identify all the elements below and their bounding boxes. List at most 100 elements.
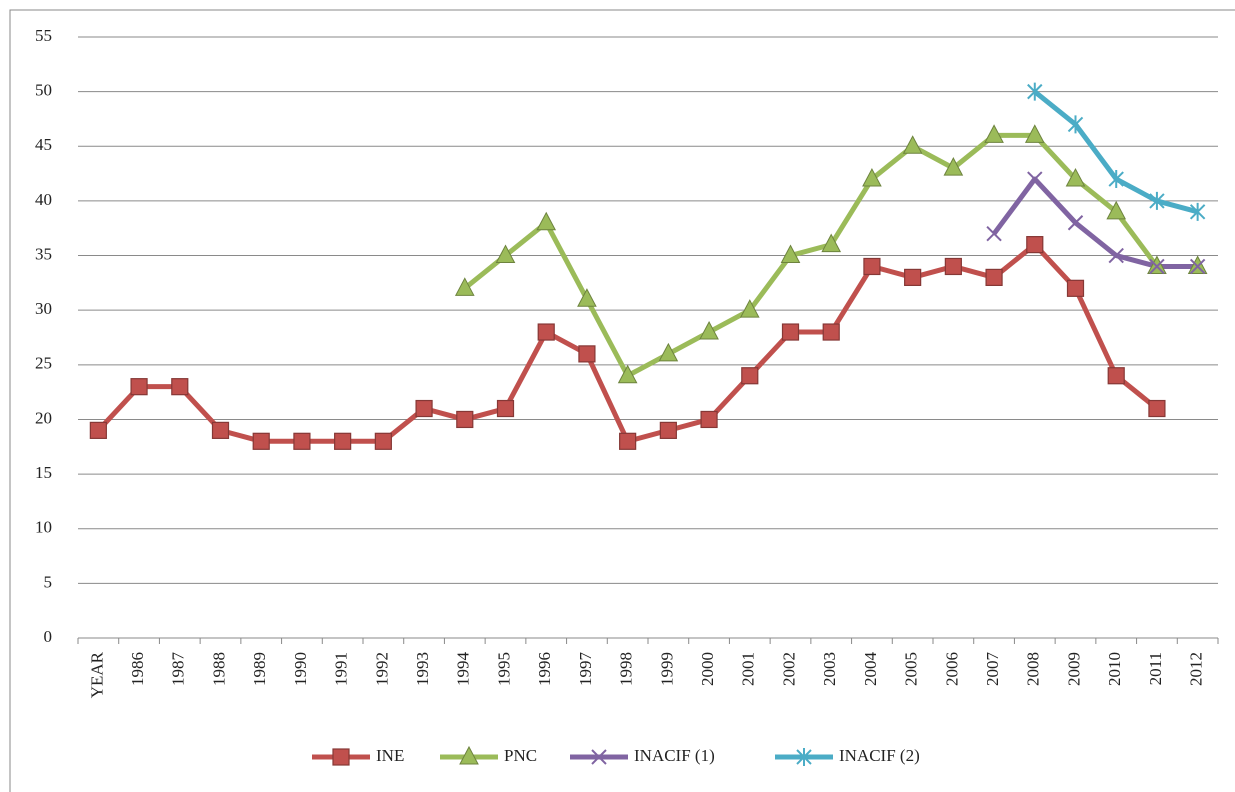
data-point xyxy=(1066,279,1085,297)
x-tick-label: 1998 xyxy=(617,652,636,686)
data-point xyxy=(985,268,1003,286)
data-point xyxy=(1189,202,1206,221)
data-point xyxy=(1106,200,1127,220)
legend-label: INACIF (2) xyxy=(839,746,920,765)
x-tick-label: 1990 xyxy=(291,652,310,686)
y-tick-label: 20 xyxy=(35,408,52,427)
legend-label: INE xyxy=(376,746,404,765)
y-tick-label: 45 xyxy=(35,135,52,154)
data-point xyxy=(781,323,800,341)
x-tick-label: 2005 xyxy=(902,652,921,686)
data-point xyxy=(1067,115,1084,134)
data-point xyxy=(334,432,352,450)
data-point xyxy=(171,378,189,396)
data-point xyxy=(1065,167,1086,187)
data-point xyxy=(1108,247,1124,264)
data-point xyxy=(1024,124,1045,143)
x-tick-label: 1989 xyxy=(250,652,269,686)
data-point xyxy=(821,233,842,253)
data-point xyxy=(578,345,596,363)
x-tick-label: 2009 xyxy=(1064,652,1083,686)
data-point xyxy=(577,288,597,307)
data-point xyxy=(293,432,311,450)
data-point xyxy=(944,257,962,276)
data-point xyxy=(822,323,840,341)
x-tick-label: 2002 xyxy=(779,652,798,686)
data-point xyxy=(659,421,677,439)
data-point xyxy=(89,421,107,439)
data-point xyxy=(252,432,270,450)
data-point xyxy=(1108,170,1124,189)
data-point xyxy=(1107,367,1125,385)
data-point xyxy=(496,399,515,418)
x-tick-label: 2011 xyxy=(1146,652,1165,685)
data-point xyxy=(1027,82,1043,101)
x-tick-label: 1991 xyxy=(332,652,351,686)
y-tick-label: 55 xyxy=(35,26,52,45)
y-tick-label: 10 xyxy=(35,518,52,537)
data-point xyxy=(537,323,555,341)
x-tick-label: 2000 xyxy=(698,652,717,686)
data-point xyxy=(943,157,964,176)
x-tick-label: 1995 xyxy=(494,652,513,686)
x-tick-label: 2001 xyxy=(739,652,758,686)
data-point xyxy=(741,367,759,385)
data-point xyxy=(374,432,392,450)
data-point xyxy=(495,244,516,264)
data-point xyxy=(780,244,801,264)
data-point xyxy=(1148,399,1166,418)
data-point xyxy=(619,432,637,450)
x-tick-label: 1996 xyxy=(535,652,554,686)
data-point xyxy=(1147,255,1167,274)
data-point xyxy=(211,421,230,439)
x-tick-label: 1999 xyxy=(657,652,676,686)
data-point xyxy=(130,378,148,396)
x-tick-label: 1988 xyxy=(209,652,228,686)
data-point xyxy=(862,167,882,187)
data-point xyxy=(986,225,1002,242)
data-point xyxy=(456,410,474,429)
data-point xyxy=(1189,258,1206,275)
data-point xyxy=(1149,258,1165,275)
y-tick-label: 15 xyxy=(35,463,52,482)
x-tick-label: 2004 xyxy=(861,652,880,687)
y-tick-label: 30 xyxy=(35,299,52,318)
data-point xyxy=(863,257,881,276)
data-point xyxy=(454,277,475,296)
x-tick-label: 1997 xyxy=(576,652,595,687)
series-line xyxy=(992,176,1198,269)
y-tick-label: 0 xyxy=(44,627,53,646)
data-point xyxy=(1027,171,1043,187)
data-point xyxy=(536,211,557,231)
data-point xyxy=(1026,236,1044,254)
x-tick-label: YEAR xyxy=(87,651,106,698)
y-tick-label: 50 xyxy=(35,81,52,100)
x-tick-label: 2008 xyxy=(1024,652,1043,686)
data-point xyxy=(984,124,1004,143)
data-point xyxy=(658,342,679,362)
y-tick-label: 25 xyxy=(35,354,52,373)
data-point xyxy=(1149,191,1165,210)
data-point xyxy=(699,320,719,340)
x-tick-label: 1987 xyxy=(169,652,188,687)
data-point xyxy=(739,299,760,318)
legend-label: INACIF (1) xyxy=(634,746,715,765)
legend-label: PNC xyxy=(504,746,537,765)
x-tick-label: 2006 xyxy=(942,652,961,686)
y-tick-label: 5 xyxy=(44,572,53,591)
x-tick-label: 1992 xyxy=(372,652,391,686)
data-point xyxy=(904,268,922,286)
y-tick-label: 40 xyxy=(35,190,52,209)
legend-marker xyxy=(796,748,812,766)
data-point xyxy=(415,399,433,418)
x-tick-label: 1993 xyxy=(413,652,432,686)
y-tick-label: 35 xyxy=(35,244,52,263)
x-tick-label: 2012 xyxy=(1187,652,1206,686)
data-point xyxy=(1187,255,1208,274)
x-tick-label: 1994 xyxy=(454,652,473,687)
data-point xyxy=(1067,215,1084,231)
x-tick-label: 2007 xyxy=(983,652,1002,687)
data-point xyxy=(700,410,718,429)
data-point xyxy=(902,135,923,154)
